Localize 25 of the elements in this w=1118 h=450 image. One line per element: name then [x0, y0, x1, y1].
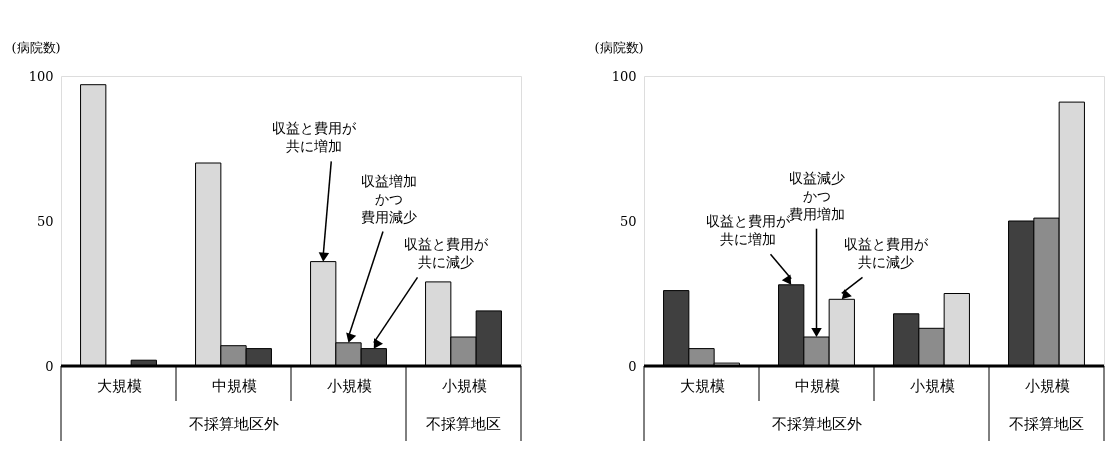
y-axis-title: (病院数) [11, 39, 61, 55]
y-tick-label: 100 [28, 68, 54, 84]
x-tick-label: 中規模 [794, 376, 840, 395]
x-tick-label: 小規模 [909, 376, 955, 395]
text: 収益と費用が共に減少 [404, 236, 490, 271]
x-tick-label: 小規模 [441, 376, 487, 395]
y-tick-label: 0 [45, 358, 54, 374]
text: 収益と費用が共に増加 [272, 120, 357, 155]
x-tick-label: 大規模 [679, 376, 725, 395]
y-tick-label: 50 [36, 213, 54, 229]
y-tick-label: 0 [628, 358, 637, 374]
y-axis-title: (病院数) [594, 39, 644, 55]
x-tick-label: 中規模 [211, 376, 257, 395]
y-tick-label: 100 [611, 68, 637, 84]
text: 不採算地区外 [771, 415, 862, 433]
text: 不採算地区外 [188, 415, 279, 433]
x-tick-label: 大規模 [96, 376, 142, 395]
text: 不採算地区 [426, 415, 501, 433]
x-tick-label: 小規模 [326, 376, 372, 395]
x-tick-label: 小規模 [1024, 376, 1070, 395]
y-tick-label: 50 [619, 213, 637, 229]
text: 収益増加かつ費用減少 [360, 172, 417, 225]
text: 収益と費用が共に減少 [843, 236, 929, 271]
text: 不採算地区 [1009, 415, 1084, 433]
text: 収益と費用が共に増加 [705, 213, 791, 248]
